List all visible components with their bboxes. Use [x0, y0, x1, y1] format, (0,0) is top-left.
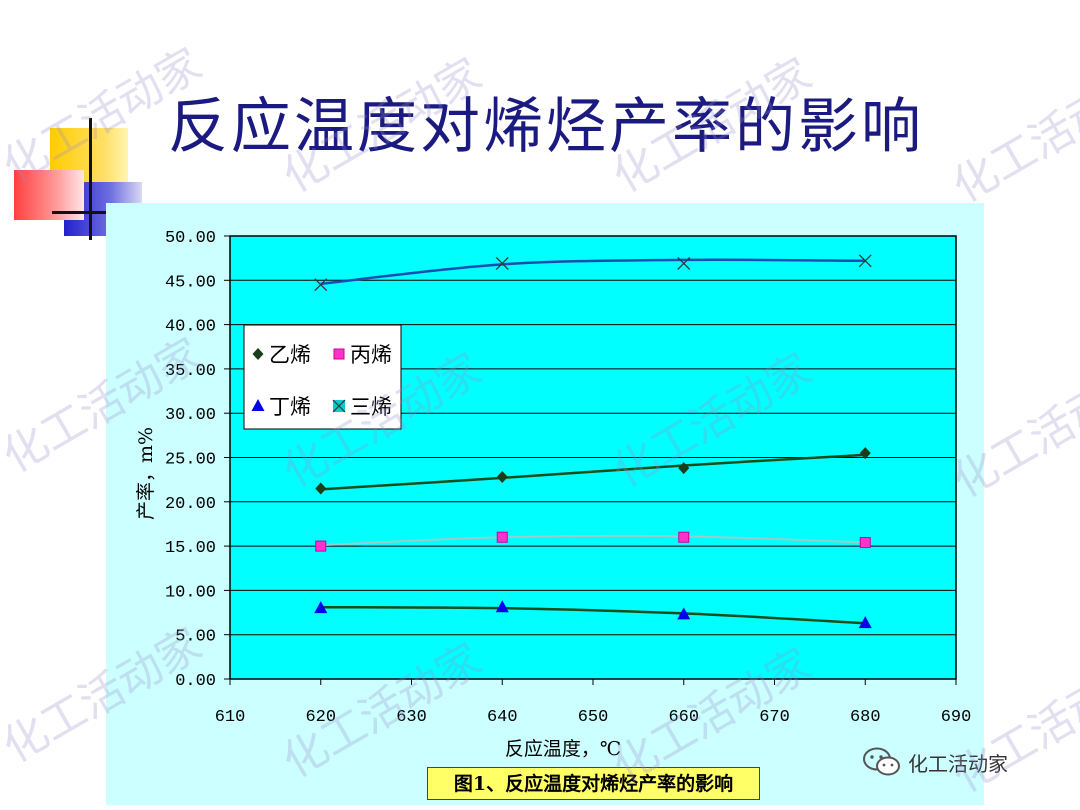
- y-tick-label: 45.00: [165, 273, 216, 292]
- legend-label: 丁烯: [269, 395, 311, 419]
- data-point: [678, 531, 690, 543]
- data-point: [496, 531, 508, 543]
- legend-box: [243, 324, 402, 430]
- data-point: [314, 278, 328, 292]
- data-point: [315, 482, 327, 495]
- data-point: [495, 257, 509, 270]
- x-tick-label: 690: [941, 708, 972, 727]
- wechat-icon: [863, 747, 900, 776]
- y-tick-label: 25.00: [165, 451, 216, 470]
- account-badge: 化工活动家: [862, 746, 1008, 778]
- data-point: [314, 601, 328, 614]
- chart-panel: 0.00 5.00 10.00 15.00 20.00 25.00 30.00 35.00 40…: [106, 203, 984, 805]
- y-axis-label: 产率，m%: [135, 427, 157, 520]
- x-tick-label: 680: [850, 708, 881, 727]
- legend-label: 丙烯: [350, 343, 392, 367]
- legend-marker: [252, 348, 264, 360]
- series-line: [320, 258, 866, 286]
- data-point: [678, 462, 690, 475]
- data-point: [677, 257, 691, 270]
- data-point: [495, 600, 509, 613]
- y-tick-label: 50.00: [165, 229, 216, 248]
- data-point: [858, 616, 872, 629]
- x-axis-label: 反应温度，℃: [505, 738, 621, 760]
- watermark: 化工活动家: [944, 58, 1080, 213]
- series-line: [320, 534, 866, 547]
- account-name: 化工活动家: [908, 751, 1008, 776]
- y-tick-label: 5.00: [175, 628, 216, 647]
- data-point: [858, 254, 872, 268]
- x-tick-label: 630: [396, 708, 427, 727]
- page-title: 反应温度对烯烃产率的影响: [168, 92, 924, 162]
- series-markers: [314, 254, 872, 629]
- data-point: [677, 607, 691, 620]
- figure-caption: 图1、反应温度对烯烃产率的影响: [427, 767, 760, 800]
- decor-vertical-line: [89, 118, 92, 240]
- x-tick-label: 610: [215, 708, 246, 727]
- data-point: [315, 540, 327, 552]
- y-tick-label: 20.00: [165, 495, 216, 514]
- y-tick-label: 40.00: [165, 318, 216, 337]
- y-tick-label: 0.00: [175, 672, 216, 691]
- x-tick-label: 660: [668, 708, 699, 727]
- x-tick-label: 640: [487, 708, 518, 727]
- series-line: [320, 605, 866, 625]
- series-line: [320, 453, 866, 491]
- y-tick-label: 15.00: [165, 539, 216, 558]
- x-tick-label: 670: [759, 708, 790, 727]
- y-tick-label: 10.00: [165, 583, 216, 602]
- x-tick-label: 620: [305, 708, 336, 727]
- data-point: [859, 537, 871, 549]
- series-lines: [320, 258, 866, 625]
- decor-horizontal-line: [52, 211, 106, 214]
- x-tick-label: 650: [578, 708, 609, 727]
- legend-label: 乙烯: [269, 343, 311, 367]
- line-chart: 0.00 5.00 10.00 15.00 20.00 25.00 30.00 35.00 40…: [135, 229, 971, 760]
- data-point: [496, 470, 508, 483]
- legend-label: 三烯: [350, 395, 392, 419]
- legend-marker: [251, 399, 265, 411]
- y-tick-label: 30.00: [165, 406, 216, 425]
- legend-marker: [333, 348, 345, 360]
- legend-marker: [332, 399, 346, 413]
- data-point: [859, 447, 871, 460]
- y-tick-label: 35.00: [165, 362, 216, 381]
- tick-labels: 0.00 5.00 10.00 15.00 20.00 25.00 30.00 35.00 40…: [165, 229, 971, 727]
